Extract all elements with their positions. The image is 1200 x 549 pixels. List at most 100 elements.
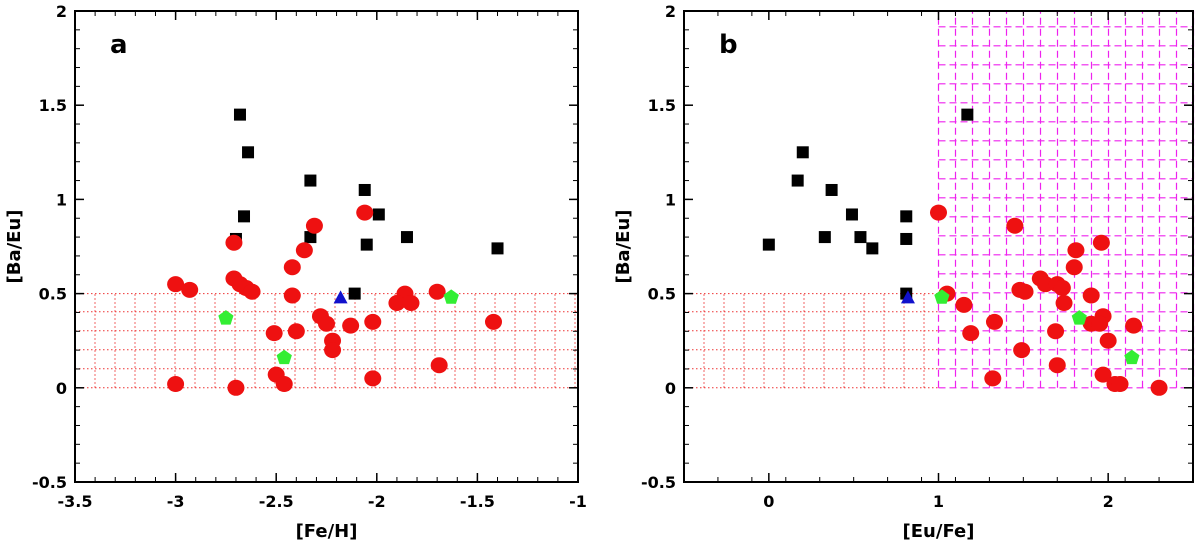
y-tick-label: 1 [56, 190, 67, 209]
red-circle-point [1053, 279, 1071, 296]
red-circle-point [955, 296, 973, 313]
black-square-point [818, 231, 831, 244]
green-pentagon-point [218, 310, 234, 325]
red-circle-point [1047, 323, 1065, 340]
red-circle-point [484, 313, 502, 330]
black-square-point [238, 210, 251, 223]
x-tick-label: -1 [569, 492, 587, 511]
red-circle-point [318, 315, 335, 332]
red-circle-point [1048, 357, 1066, 374]
red-circle-point [265, 325, 283, 342]
black-square-point [900, 232, 913, 245]
panel-a: -3.5 -3 -2.5 -2 -1.5 -1 -0.5 0 0.5 1 1.5 2 a [Fe/H]… [4, 2, 587, 542]
axis-ticks: 0 1 2 -0.5 0 0.5 1 1.5 2 [641, 2, 1194, 511]
red-circle-point [283, 259, 301, 276]
blue-triangle-point [333, 290, 348, 304]
black-square-point [791, 174, 804, 187]
black-square-point [900, 210, 913, 223]
axis-ticks: -3.5 -3 -2.5 -2 -1.5 -1 -0.5 0 0.5 1 1.5 2 [32, 2, 587, 511]
panel-label: a [110, 30, 128, 60]
black-square-point [400, 231, 413, 244]
blue-triangle-point [900, 290, 915, 304]
black-square-point [304, 174, 317, 187]
red-circle-point [167, 376, 185, 393]
red-circle-point [1091, 315, 1109, 332]
red-circle-point [356, 204, 374, 221]
y-tick-label: 1.5 [39, 96, 67, 115]
black-square-point [845, 208, 858, 221]
red-circle-point [930, 204, 947, 221]
x-axis-title: [Eu/Fe] [903, 521, 975, 542]
black-square-point [796, 146, 809, 159]
red-circle-point [342, 317, 360, 334]
red-circle-point [283, 287, 301, 304]
black-square-point [825, 183, 838, 196]
red-circle-point [364, 313, 382, 330]
red-circle-point [1065, 259, 1083, 276]
data-points [762, 108, 1168, 396]
black-square-point [854, 231, 867, 244]
red-circle-point [1082, 287, 1100, 304]
x-tick-label: -2 [368, 492, 386, 511]
panel-b: 0 1 2 -0.5 0 0.5 1 1.5 2 b [Eu/Fe] [Ba/Eu] [613, 2, 1195, 542]
red-circle-point [430, 357, 448, 374]
red-circle-point [1150, 379, 1168, 396]
green-pentagon-point [443, 289, 459, 304]
black-square-point [866, 242, 879, 255]
x-axis-title: [Fe/H] [296, 521, 358, 542]
green-pentagon-point [276, 349, 292, 365]
red-circle-point [428, 283, 446, 300]
black-square-point [242, 146, 255, 159]
red-circle-point [1099, 332, 1117, 349]
red-circle-point [1055, 295, 1073, 312]
red-circle-point [287, 323, 305, 340]
y-tick-label: 2 [56, 2, 67, 21]
red-circle-point [388, 295, 406, 312]
x-tick-label: 0 [763, 492, 774, 511]
red-circle-point [243, 283, 261, 300]
black-square-point [762, 238, 775, 251]
red-circle-point [402, 295, 420, 312]
red-circle-point [985, 313, 1003, 330]
black-square-point [360, 238, 373, 251]
plot-frame [74, 10, 579, 483]
shaded-regions [683, 10, 1195, 389]
black-square-point [348, 287, 361, 300]
green-pentagon-point [1124, 349, 1140, 365]
y-tick-label: 1.5 [648, 96, 676, 115]
y-tick-label: 2 [665, 2, 676, 21]
x-tick-label: -1.5 [460, 492, 495, 511]
y-tick-label: 0.5 [39, 285, 67, 304]
red-circle-point [962, 325, 980, 342]
red-circle-point [227, 379, 245, 396]
panel-label: b [719, 30, 738, 60]
red-circle-point [1067, 242, 1085, 259]
black-square-point [491, 242, 504, 255]
y-tick-label: -0.5 [32, 473, 67, 492]
red-circle-point [295, 242, 313, 259]
red-circle-point [1111, 376, 1129, 393]
red-circle-point [181, 281, 199, 298]
red-circle-point [1016, 283, 1034, 300]
black-square-point [358, 183, 371, 196]
x-tick-label: -2.5 [259, 492, 294, 511]
red-circle-point [167, 276, 185, 293]
green-pentagon-point [1071, 310, 1087, 325]
red-circle-point [1013, 342, 1031, 359]
red-circle-point [1125, 317, 1143, 334]
red-circle-point [225, 234, 243, 251]
red-circle-point [1036, 276, 1054, 293]
y-tick-label: -0.5 [641, 473, 676, 492]
red-circle-point [275, 376, 293, 393]
red-circle-point [1094, 366, 1112, 383]
y-tick-label: 0.5 [648, 285, 676, 304]
plot-frame [683, 10, 1194, 483]
x-tick-label: 1 [933, 492, 944, 511]
red-circle-point [1092, 234, 1110, 251]
red-circle-point [1006, 217, 1024, 234]
x-tick-label: 2 [1103, 492, 1114, 511]
black-square-point [372, 208, 385, 221]
black-square-point [304, 231, 317, 244]
red-circle-point [364, 370, 382, 387]
y-tick-label: 1 [665, 190, 676, 209]
